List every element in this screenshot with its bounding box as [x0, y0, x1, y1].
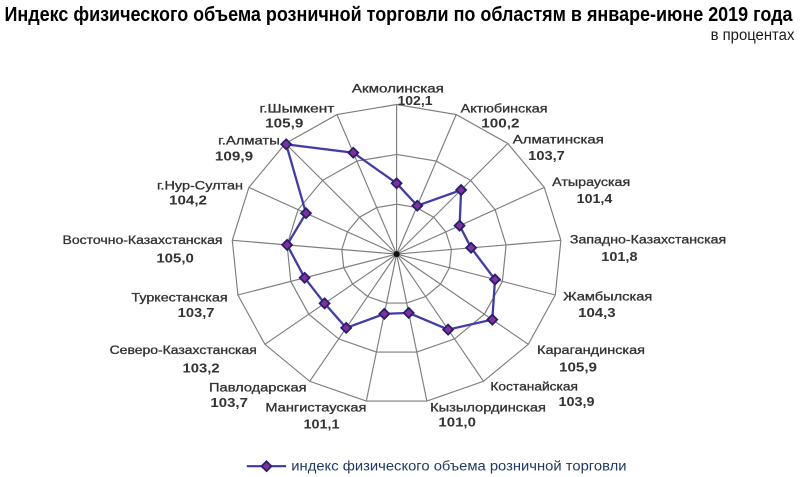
svg-text:105,9: 105,9: [559, 359, 597, 374]
svg-text:Алматинская: Алматинская: [513, 135, 604, 147]
svg-text:Индекс физического объема розн: Индекс физического объема розничной торг…: [5, 4, 794, 26]
svg-text:Туркестанская: Туркестанская: [131, 292, 227, 304]
svg-text:101,1: 101,1: [304, 417, 340, 432]
svg-text:105,9: 105,9: [265, 115, 303, 130]
svg-text:101,8: 101,8: [601, 249, 637, 264]
svg-text:103,2: 103,2: [183, 361, 220, 376]
svg-text:Карагандинская: Карагандинская: [537, 345, 645, 357]
svg-text:г.Шымкент: г.Шымкент: [260, 103, 336, 115]
svg-text:Жамбылская: Жамбылская: [563, 292, 652, 304]
svg-text:Восточно-Казахстанская: Восточно-Казахстанская: [63, 235, 223, 247]
svg-text:Западно-Казахстанская: Западно-Казахстанская: [570, 235, 726, 247]
svg-text:Костанайская: Костанайская: [490, 382, 578, 394]
svg-text:101,0: 101,0: [438, 414, 476, 429]
svg-text:Акмолинская: Акмолинская: [352, 84, 444, 96]
svg-text:Атырауская: Атырауская: [552, 177, 630, 189]
svg-text:г.Нур-Султан: г.Нур-Султан: [157, 181, 243, 193]
svg-text:г.Алматы: г.Алматы: [218, 136, 280, 148]
svg-text:Северо-Казахстанская: Северо-Казахстанская: [110, 345, 257, 357]
svg-text:105,0: 105,0: [156, 250, 194, 265]
svg-text:103,7: 103,7: [210, 395, 248, 410]
svg-text:103,7: 103,7: [178, 305, 215, 320]
svg-text:Павлодарская: Павлодарская: [209, 383, 307, 395]
svg-text:109,9: 109,9: [215, 148, 253, 163]
svg-text:индекс физического объема розн: индекс физического объема розничной торг…: [291, 459, 626, 474]
svg-text:Кызылординская: Кызылординская: [430, 403, 546, 415]
svg-text:100,2: 100,2: [481, 116, 519, 131]
svg-text:в процентах: в процентах: [711, 27, 795, 44]
svg-text:103,9: 103,9: [559, 394, 595, 409]
svg-text:104,3: 104,3: [578, 305, 616, 320]
svg-text:102,1: 102,1: [398, 93, 433, 108]
svg-text:103,7: 103,7: [528, 148, 565, 163]
svg-text:Мангистауская: Мангистауская: [265, 403, 366, 415]
svg-text:Актюбинская: Актюбинская: [461, 104, 548, 116]
svg-text:101,4: 101,4: [577, 191, 614, 206]
svg-text:104,2: 104,2: [169, 192, 207, 207]
